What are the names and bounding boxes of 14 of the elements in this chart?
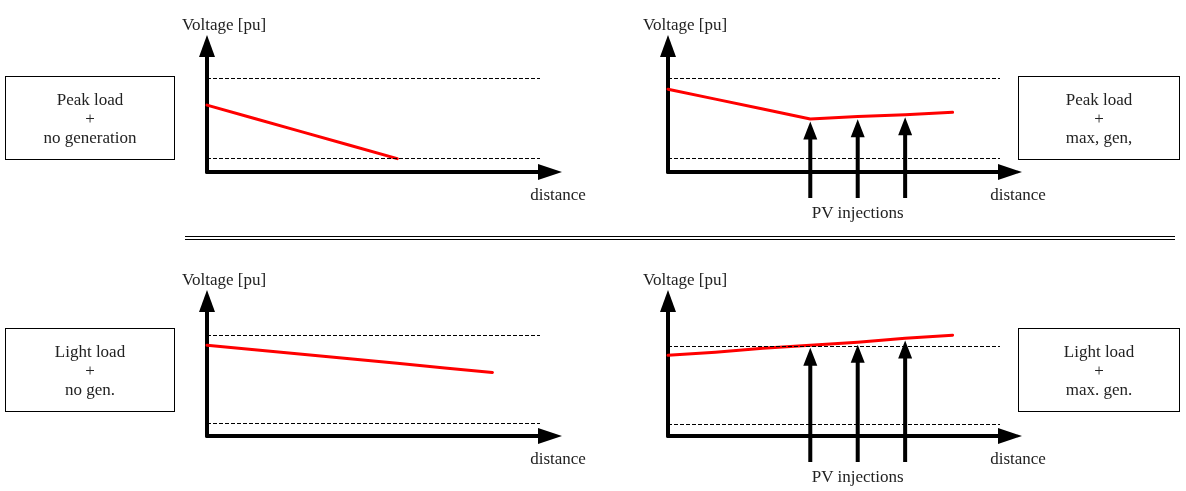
x-axis-title: distance (530, 184, 586, 204)
text-box: Light load + max. gen. (1018, 328, 1180, 412)
y-axis-title: Voltage [pu] (643, 15, 728, 34)
text-box: Peak load + max, gen, (1018, 76, 1180, 160)
y-axis-title: Voltage [pu] (643, 270, 728, 289)
x-axis-title: distance (990, 448, 1046, 468)
text-box: Peak load + no generation (5, 76, 175, 160)
x-axis-title: distance (530, 448, 586, 468)
text-box: Light load + no gen. (5, 328, 175, 412)
y-axis-title: Voltage [pu] (182, 15, 267, 34)
x-axis-title: distance (990, 184, 1046, 204)
y-axis-title: Voltage [pu] (182, 270, 267, 289)
text: PV injections (811, 466, 904, 486)
text: PV injections (811, 202, 904, 222)
